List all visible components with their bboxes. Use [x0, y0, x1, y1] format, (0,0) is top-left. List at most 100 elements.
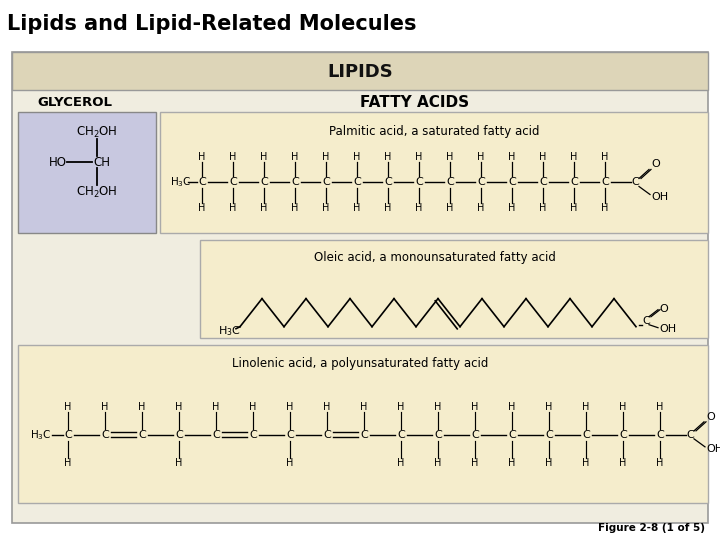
Text: H: H — [508, 402, 516, 412]
Text: H: H — [570, 202, 577, 213]
Text: H: H — [175, 458, 183, 468]
Text: C: C — [508, 430, 516, 440]
Text: H: H — [102, 402, 109, 412]
Text: CH$_2$OH: CH$_2$OH — [76, 185, 118, 200]
Text: H: H — [415, 202, 423, 213]
Text: C: C — [619, 430, 627, 440]
Text: C: C — [570, 178, 578, 187]
Text: H: H — [229, 152, 237, 163]
Text: H: H — [212, 402, 220, 412]
Text: C: C — [582, 430, 590, 440]
Text: H: H — [657, 402, 664, 412]
Text: C: C — [686, 430, 694, 440]
Text: C: C — [471, 430, 479, 440]
Text: H: H — [287, 458, 294, 468]
Text: C: C — [323, 430, 331, 440]
Text: C: C — [384, 178, 392, 187]
Text: C: C — [198, 178, 206, 187]
Text: H: H — [384, 152, 392, 163]
Text: C: C — [64, 430, 72, 440]
Text: C: C — [539, 178, 547, 187]
Text: C: C — [138, 430, 146, 440]
Text: H: H — [292, 202, 299, 213]
Bar — [200, 240, 708, 338]
Text: C: C — [508, 178, 516, 187]
Text: Figure 2-8 (1 of 5): Figure 2-8 (1 of 5) — [598, 523, 705, 533]
Text: CH$_2$OH: CH$_2$OH — [76, 125, 118, 140]
Text: HO: HO — [49, 156, 67, 169]
Text: Linolenic acid, a polyunsaturated fatty acid: Linolenic acid, a polyunsaturated fatty … — [232, 357, 488, 370]
Text: C: C — [353, 178, 361, 187]
Text: H: H — [198, 152, 206, 163]
Text: H: H — [472, 402, 479, 412]
Text: OH: OH — [706, 444, 720, 454]
Text: Lipids and Lipid-Related Molecules: Lipids and Lipid-Related Molecules — [7, 15, 417, 35]
Text: FATTY ACIDS: FATTY ACIDS — [361, 95, 469, 110]
Text: C: C — [260, 178, 268, 187]
Text: H: H — [323, 202, 330, 213]
Text: H: H — [64, 402, 72, 412]
Bar — [160, 112, 708, 233]
Text: H$_3$C: H$_3$C — [218, 324, 241, 338]
Text: C: C — [175, 430, 183, 440]
Text: C: C — [477, 178, 485, 187]
Text: H: H — [434, 458, 441, 468]
Text: O: O — [651, 159, 660, 170]
Text: H: H — [323, 402, 330, 412]
Text: C: C — [322, 178, 330, 187]
Text: H: H — [477, 202, 485, 213]
Text: H: H — [601, 202, 608, 213]
Text: C: C — [631, 178, 639, 187]
Text: OH: OH — [651, 192, 668, 201]
Text: H: H — [261, 152, 268, 163]
Text: H: H — [508, 202, 516, 213]
Text: H: H — [415, 152, 423, 163]
Text: H: H — [619, 458, 626, 468]
Text: Oleic acid, a monounsaturated fatty acid: Oleic acid, a monounsaturated fatty acid — [314, 251, 556, 264]
Bar — [12, 52, 708, 90]
Text: C: C — [212, 430, 220, 440]
Text: H: H — [508, 458, 516, 468]
Text: H: H — [545, 402, 553, 412]
Text: C: C — [601, 178, 609, 187]
Text: H: H — [601, 152, 608, 163]
Text: H: H — [360, 402, 368, 412]
Bar — [18, 112, 156, 233]
Text: H: H — [508, 152, 516, 163]
Text: H: H — [354, 152, 361, 163]
Text: H: H — [545, 458, 553, 468]
Text: H: H — [434, 402, 441, 412]
Text: H: H — [287, 402, 294, 412]
Text: H: H — [138, 402, 145, 412]
Text: C: C — [360, 430, 368, 440]
Text: CH: CH — [93, 156, 110, 169]
Text: H: H — [198, 202, 206, 213]
Text: C: C — [642, 316, 650, 326]
Text: H: H — [477, 152, 485, 163]
Text: LIPIDS: LIPIDS — [327, 63, 393, 82]
Text: H: H — [446, 202, 454, 213]
Text: O: O — [706, 412, 715, 422]
Text: H: H — [539, 202, 546, 213]
Text: H$_3$C: H$_3$C — [30, 428, 52, 442]
Text: C: C — [229, 178, 237, 187]
Text: H: H — [472, 458, 479, 468]
Text: H: H — [175, 402, 183, 412]
Text: C: C — [101, 430, 109, 440]
Text: H: H — [261, 202, 268, 213]
Text: H: H — [323, 152, 330, 163]
Text: H: H — [249, 402, 257, 412]
Text: C: C — [397, 430, 405, 440]
Text: H: H — [657, 458, 664, 468]
Text: H: H — [570, 152, 577, 163]
Text: OH: OH — [659, 323, 676, 334]
Text: H: H — [397, 402, 405, 412]
Text: H: H — [354, 202, 361, 213]
Text: H: H — [229, 202, 237, 213]
Text: H: H — [397, 458, 405, 468]
Text: C: C — [249, 430, 257, 440]
Text: C: C — [656, 430, 664, 440]
Text: H$_3$C: H$_3$C — [170, 176, 192, 190]
Text: O: O — [659, 303, 667, 314]
Text: H: H — [582, 402, 590, 412]
